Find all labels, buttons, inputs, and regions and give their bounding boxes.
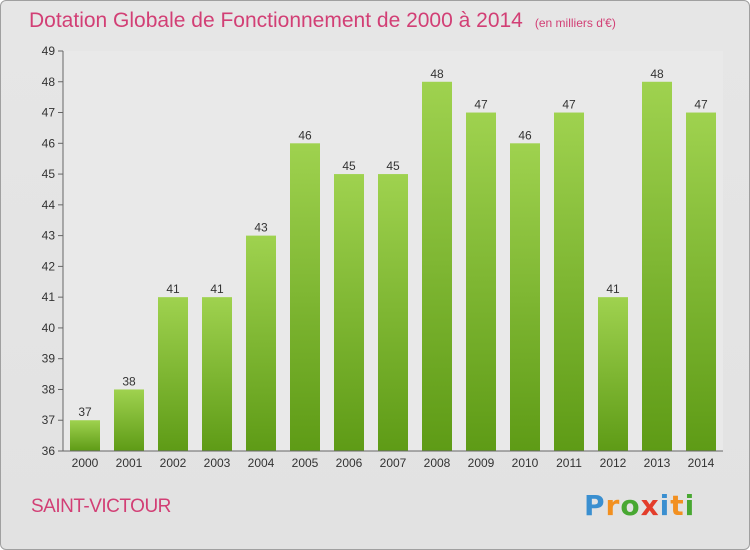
logo-letter: r — [605, 489, 621, 522]
data-label: 43 — [254, 221, 268, 235]
data-label: 48 — [430, 67, 444, 81]
x-tick-label: 2012 — [600, 456, 627, 470]
x-tick-label: 2004 — [248, 456, 275, 470]
data-label: 47 — [562, 98, 576, 112]
data-label: 45 — [342, 159, 356, 173]
unit-label: (en milliers d'€) — [534, 16, 616, 30]
logo-letter: P — [584, 489, 606, 522]
data-label: 47 — [474, 98, 488, 112]
y-tick-label: 37 — [42, 413, 56, 427]
x-tick-label: 2005 — [292, 456, 319, 470]
bar — [246, 235, 276, 451]
x-tick-label: 2007 — [380, 456, 407, 470]
bar — [290, 143, 320, 452]
data-label: 41 — [606, 282, 620, 296]
chart-title: Dotation Globale de Fonctionnement de 20… — [29, 9, 616, 33]
bar — [422, 81, 452, 452]
data-label: 46 — [298, 128, 312, 142]
bar — [686, 112, 716, 452]
bar — [158, 297, 188, 451]
x-tick-label: 2011 — [556, 456, 582, 470]
logo-letter: x — [640, 489, 660, 522]
y-tick-label: 47 — [42, 106, 56, 120]
y-tick-label: 36 — [42, 444, 56, 458]
x-tick-label: 2000 — [72, 456, 99, 470]
y-tick-label: 44 — [42, 198, 56, 212]
title-text: Dotation Globale de Fonctionnement de 20… — [29, 9, 523, 32]
y-tick-label: 41 — [42, 290, 56, 304]
data-label: 38 — [122, 374, 136, 388]
bar — [598, 297, 628, 451]
x-tick-label: 2009 — [468, 456, 495, 470]
data-label: 37 — [78, 405, 92, 419]
logo-letter: i — [684, 489, 696, 522]
x-tick-label: 2006 — [336, 456, 363, 470]
y-tick-label: 42 — [42, 259, 56, 273]
y-tick-label: 39 — [42, 352, 56, 366]
bar — [466, 112, 496, 452]
x-tick-label: 2008 — [424, 456, 451, 470]
x-tick-label: 2013 — [644, 456, 671, 470]
y-tick-label: 38 — [42, 382, 56, 396]
bar — [378, 174, 408, 452]
x-tick-label: 2002 — [160, 456, 187, 470]
y-tick-label: 43 — [42, 229, 56, 243]
logo-letter: t — [670, 489, 685, 522]
commune-name: SAINT-VICTOUR — [31, 496, 171, 517]
data-label: 47 — [694, 98, 708, 112]
y-tick-label: 45 — [42, 167, 56, 181]
data-label: 48 — [650, 67, 664, 81]
x-tick-label: 2003 — [204, 456, 231, 470]
bar — [114, 389, 144, 451]
x-tick-label: 2010 — [512, 456, 539, 470]
data-label: 41 — [166, 282, 180, 296]
bar — [70, 420, 100, 451]
data-label: 45 — [386, 159, 400, 173]
proxiti-logo[interactable]: Proxiti — [584, 489, 695, 522]
y-tick-label: 48 — [42, 75, 56, 89]
data-label: 41 — [210, 282, 224, 296]
logo-letter: i — [659, 489, 671, 522]
x-tick-label: 2001 — [116, 456, 143, 470]
y-tick-label: 40 — [42, 321, 56, 335]
x-tick-label: 2014 — [688, 456, 715, 470]
bar — [554, 112, 584, 452]
y-tick-label: 49 — [42, 44, 56, 58]
bar — [510, 143, 540, 452]
logo-letter: o — [620, 489, 641, 522]
data-label: 46 — [518, 128, 532, 142]
bar — [642, 81, 672, 452]
bar — [334, 174, 364, 452]
bar — [202, 297, 232, 451]
y-tick-label: 46 — [42, 136, 56, 150]
